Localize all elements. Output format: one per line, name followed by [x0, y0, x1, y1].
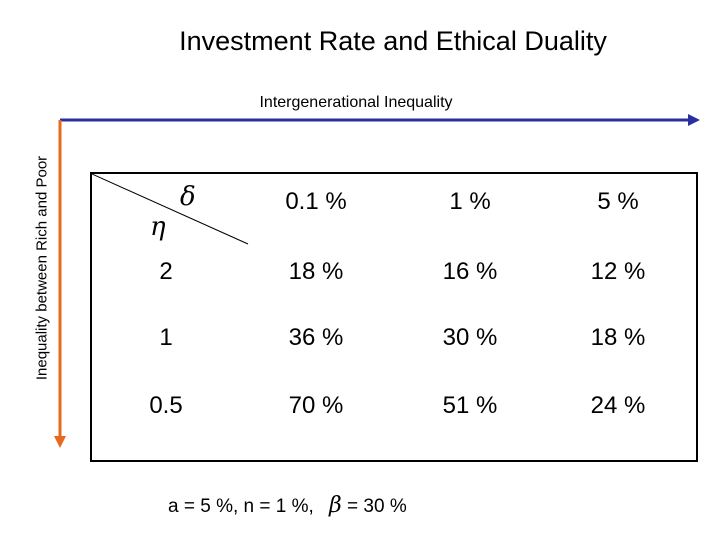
- table-cell: 70 %: [288, 392, 344, 419]
- table-cell: 36 %: [288, 324, 344, 351]
- table-cell: 30 %: [442, 324, 498, 351]
- footnote-beta-value: = 30 %: [347, 496, 407, 517]
- column-header: 0.1 %: [285, 188, 347, 215]
- beta-symbol: β: [329, 493, 342, 518]
- vertical-arrow-head: [54, 436, 66, 448]
- table-cell: 51 %: [442, 392, 498, 419]
- table-cell: 18 %: [590, 324, 646, 351]
- slide-title: Investment Rate and Ethical Duality: [179, 26, 607, 56]
- column-header: 5 %: [597, 188, 639, 215]
- row-eta-value: 1: [159, 324, 173, 351]
- table-cell: 18 %: [288, 258, 344, 285]
- corner-diagonal: [92, 174, 249, 245]
- table-cell: 24 %: [590, 392, 646, 419]
- vertical-axis-label: Inequality between Rich and Poor: [33, 155, 51, 381]
- table-cell: 12 %: [590, 258, 646, 285]
- horizontal-arrow-head: [688, 114, 700, 126]
- table-cell: 16 %: [442, 258, 498, 285]
- investment-rate-table: δ η 0.1 % 1 % 5 % 2 18 % 16 % 12 % 1 36 …: [90, 172, 698, 462]
- footnote: a = 5 %, n = 1 %, β = 30 %: [168, 493, 407, 518]
- footnote-text: a = 5 %, n = 1 %,: [168, 496, 314, 517]
- column-header: 1 %: [449, 188, 491, 215]
- row-eta-value: 0.5: [149, 392, 183, 419]
- row-eta-value: 2: [159, 258, 173, 285]
- delta-symbol: δ: [180, 182, 196, 212]
- eta-symbol: η: [150, 212, 166, 242]
- horizontal-axis-label: Intergenerational Inequality: [259, 94, 453, 111]
